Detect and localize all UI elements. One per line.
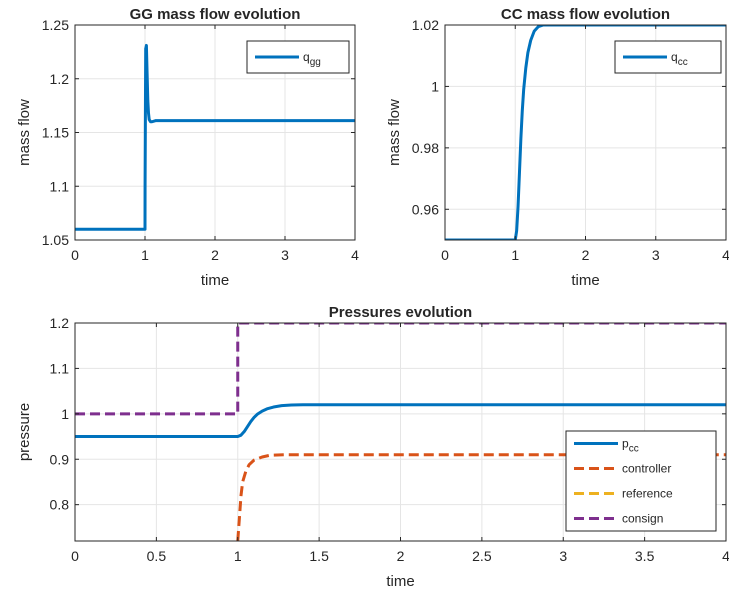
x-tick-label: 3	[281, 247, 289, 263]
legend-label-subscript: cc	[629, 444, 639, 455]
cc-mass-flow-chart: 0 1 2 3 4 0.96 0.98 1 1.02 CC mass flow evolution…	[386, 6, 729, 289]
y-tick-label: 1.1	[50, 360, 70, 376]
chart-title: GG mass flow evolution	[130, 6, 301, 23]
series-line-0	[75, 43, 355, 231]
y-tick-label: 1	[61, 406, 69, 422]
x-tick-label: 1.5	[309, 548, 329, 564]
legend-label: q	[303, 50, 310, 64]
y-axis-label: mass flow	[386, 99, 403, 166]
series-line-1	[236, 453, 726, 541]
x-axis-label: time	[386, 573, 414, 590]
x-axis-label: time	[571, 272, 599, 289]
legend: qgg	[246, 40, 350, 74]
legend-entry-0: qgg	[303, 50, 321, 68]
x-tick-label: 4	[351, 247, 359, 263]
x-tick-label: 1	[511, 247, 519, 263]
y-tick-label: 0.96	[412, 201, 439, 217]
x-tick-label: 3	[559, 548, 567, 564]
series-line-0	[75, 403, 726, 439]
chart-title: Pressures evolution	[329, 304, 472, 321]
y-tick-label: 1.2	[50, 315, 70, 331]
y-axis-label: pressure	[16, 403, 33, 461]
x-tick-label: 2	[397, 548, 405, 564]
y-tick-label: 1	[431, 78, 439, 94]
x-tick-label: 1	[234, 548, 242, 564]
legend-entry-2: reference	[622, 487, 673, 501]
y-tick-label: 1.2	[50, 71, 70, 87]
legend-entry-3: consign	[622, 512, 663, 526]
legend-label-subscript: cc	[678, 57, 688, 68]
legend-label: controller	[622, 462, 671, 476]
y-axis-label: mass flow	[16, 99, 33, 166]
x-tick-label: 0	[71, 548, 79, 564]
gg-mass-flow-chart: 0 1 2 3 4 1.05 1.1 1.15 1.2 1.25 GG mass flow evol…	[16, 6, 359, 289]
legend-label: q	[671, 50, 678, 64]
chart-title: CC mass flow evolution	[501, 6, 670, 23]
pressures-chart: 0 0.5 1 1.5 2 2.5 3 3.5 4 0.8 0.9 1 1.1 1.2 Pressures …	[16, 304, 729, 590]
x-tick-label: 1	[141, 247, 149, 263]
x-tick-label: 4	[722, 548, 729, 564]
legend: pcc controller reference consign	[565, 430, 717, 532]
series-line-0	[445, 25, 726, 240]
y-tick-label: 1.1	[50, 178, 70, 194]
legend-label: p	[622, 437, 629, 451]
y-tick-label: 1.25	[42, 17, 69, 33]
x-tick-label: 3	[652, 247, 660, 263]
legend-entry-1: controller	[622, 462, 671, 476]
x-tick-label: 4	[722, 247, 729, 263]
legend: qcc	[614, 40, 722, 74]
legend-label-subscript: gg	[310, 57, 321, 68]
y-tick-label: 1.02	[412, 17, 439, 33]
legend-entry-0: qcc	[671, 50, 688, 68]
x-tick-label: 2.5	[472, 548, 492, 564]
legend-label: reference	[622, 487, 673, 501]
series-line-3	[75, 323, 726, 416]
y-tick-label: 1.15	[42, 125, 69, 141]
y-tick-label: 0.9	[50, 451, 70, 467]
y-tick-label: 1.05	[42, 232, 69, 248]
x-tick-label: 0	[441, 247, 449, 263]
legend-entry-0: pcc	[622, 437, 639, 455]
y-tick-label: 0.98	[412, 140, 439, 156]
legend-box	[565, 430, 717, 532]
x-tick-label: 0.5	[147, 548, 167, 564]
y-tick-label: 0.8	[50, 497, 70, 513]
x-tick-label: 0	[71, 247, 79, 263]
x-tick-label: 3.5	[635, 548, 655, 564]
x-tick-label: 2	[582, 247, 590, 263]
x-axis-label: time	[201, 272, 229, 289]
legend-label: consign	[622, 512, 663, 526]
x-tick-label: 2	[211, 247, 219, 263]
